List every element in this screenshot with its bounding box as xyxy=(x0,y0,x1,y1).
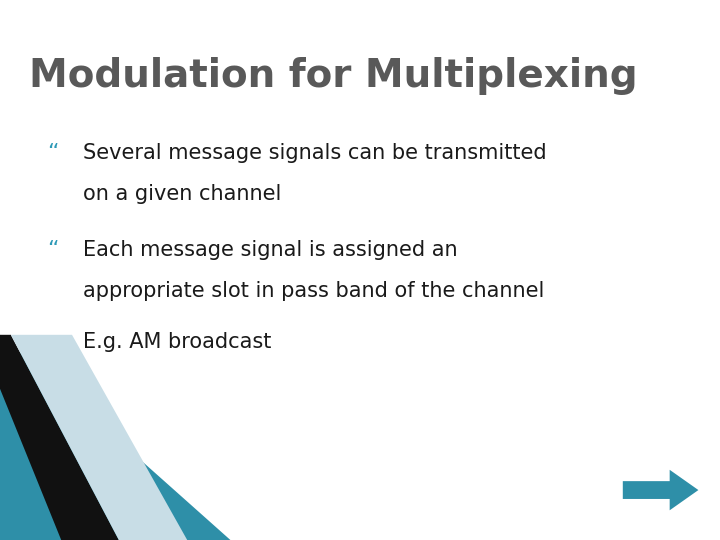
Text: on a given channel: on a given channel xyxy=(83,184,282,204)
Polygon shape xyxy=(11,335,187,540)
Text: appropriate slot in pass band of the channel: appropriate slot in pass band of the cha… xyxy=(83,281,544,301)
Text: Modulation for Multiplexing: Modulation for Multiplexing xyxy=(29,57,637,94)
Polygon shape xyxy=(0,335,119,540)
Text: Several message signals can be transmitted: Several message signals can be transmitt… xyxy=(83,143,546,163)
Text: E.g. AM broadcast: E.g. AM broadcast xyxy=(83,332,271,352)
Text: “: “ xyxy=(47,240,58,260)
Text: Each message signal is assigned an: Each message signal is assigned an xyxy=(83,240,457,260)
Text: “: “ xyxy=(47,143,58,163)
Polygon shape xyxy=(623,470,698,510)
Polygon shape xyxy=(0,335,230,540)
